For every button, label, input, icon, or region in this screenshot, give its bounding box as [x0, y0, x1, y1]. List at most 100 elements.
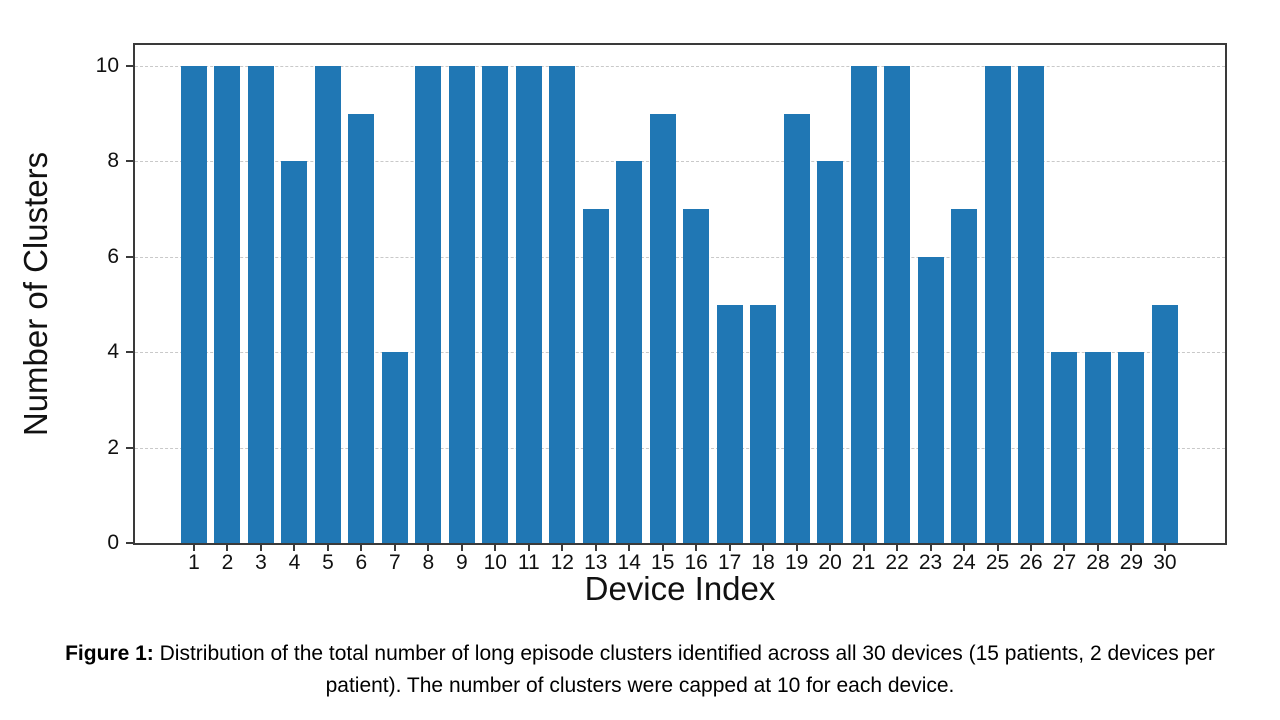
x-tick-label-16: 16: [684, 551, 708, 574]
bar-device-18: [750, 304, 777, 543]
y-tick-mark-4: [126, 351, 133, 354]
x-tick-label-10: 10: [483, 551, 507, 574]
x-tick-label-9: 9: [455, 551, 468, 574]
y-tick-label-10: 10: [95, 54, 119, 77]
x-tick-label-8: 8: [422, 551, 435, 574]
bar-device-11: [515, 66, 542, 543]
x-axis-label: Device Index: [0, 570, 1280, 608]
bar-device-12: [549, 66, 576, 543]
x-tick-mark-27: [1063, 545, 1066, 551]
bar-device-6: [348, 113, 375, 543]
bar-device-25: [984, 66, 1011, 543]
x-tick-mark-26: [1030, 545, 1032, 551]
x-tick-mark-1: [193, 545, 195, 551]
x-tick-mark-21: [862, 545, 865, 551]
y-tick-mark-0: [126, 542, 133, 544]
x-tick-label-21: 21: [851, 551, 876, 574]
x-tick-mark-12: [561, 545, 564, 551]
x-tick-label-27: 27: [1052, 551, 1077, 574]
bar-device-27: [1051, 352, 1078, 543]
caption-text: Distribution of the total number of long…: [153, 642, 1215, 697]
x-tick-label-15: 15: [651, 551, 675, 574]
bar-device-16: [683, 209, 710, 543]
x-tick-label-7: 7: [389, 551, 401, 574]
x-tick-label-28: 28: [1086, 551, 1110, 574]
x-tick-mark-28: [1096, 545, 1099, 551]
y-tick-label-8: 8: [107, 149, 119, 173]
x-tick-label-6: 6: [355, 551, 368, 574]
bar-device-29: [1118, 352, 1145, 543]
x-tick-mark-2: [226, 545, 229, 551]
x-tick-mark-18: [762, 545, 765, 551]
bar-device-3: [247, 66, 274, 543]
gridline-y6: [135, 256, 1225, 258]
bar-device-23: [917, 256, 944, 543]
y-tick-label-2: 2: [107, 435, 119, 459]
x-tick-mark-6: [360, 545, 363, 551]
x-tick-mark-22: [896, 545, 899, 551]
figure-caption: Figure 1: Distribution of the total numb…: [65, 638, 1215, 702]
bar-device-20: [817, 161, 844, 543]
gridline-y8: [135, 161, 1225, 163]
x-tick-mark-5: [326, 545, 329, 551]
x-tick-label-11: 11: [517, 551, 540, 574]
x-tick-label-3: 3: [255, 551, 267, 574]
bar-device-17: [716, 304, 743, 543]
x-tick-mark-19: [795, 545, 798, 551]
x-tick-label-14: 14: [617, 551, 641, 574]
bar-device-19: [783, 113, 810, 543]
x-tick-label-5: 5: [322, 551, 334, 574]
bar-device-14: [616, 161, 643, 543]
x-tick-label-24: 24: [952, 551, 976, 574]
y-tick-label-4: 4: [107, 340, 119, 364]
bar-device-4: [281, 161, 308, 543]
bar-device-1: [181, 66, 207, 543]
x-tick-mark-10: [494, 545, 497, 551]
x-tick-label-19: 19: [784, 551, 809, 574]
x-tick-mark-17: [728, 545, 731, 551]
x-tick-mark-24: [963, 545, 966, 551]
x-tick-label-1: 1: [188, 551, 200, 574]
bar-device-8: [415, 66, 442, 543]
x-axis-label-text: Device Index: [584, 570, 776, 607]
x-tick-mark-8: [427, 545, 430, 551]
x-tick-mark-7: [393, 545, 396, 551]
gridline-y2: [135, 447, 1225, 449]
y-axis-label: Number of Clusters: [17, 151, 54, 437]
x-tick-mark-13: [594, 545, 597, 551]
x-tick-label-18: 18: [751, 551, 775, 574]
bar-device-26: [1018, 66, 1044, 543]
x-tick-label-30: 30: [1153, 551, 1177, 574]
bar-device-2: [214, 66, 241, 543]
bar-device-22: [884, 66, 911, 543]
x-tick-label-4: 4: [288, 551, 301, 574]
x-tick-mark-30: [1163, 545, 1166, 551]
x-tick-label-23: 23: [918, 551, 943, 574]
caption-label: Figure 1:: [65, 642, 154, 665]
x-tick-label-29: 29: [1119, 551, 1144, 574]
x-tick-mark-16: [695, 545, 698, 551]
x-tick-label-22: 22: [885, 551, 909, 574]
x-tick-mark-11: [527, 545, 530, 551]
bar-device-10: [482, 66, 509, 543]
x-tick-mark-15: [661, 545, 664, 551]
bar-device-30: [1151, 304, 1178, 543]
gridline-y4: [135, 352, 1225, 354]
bar-device-9: [448, 66, 475, 543]
plot-area: 1 2 3 4 5 6 7 8 9 10 11 12 13 14 15 16 17 18 19 20 21 22 23 24 2…: [96, 43, 1227, 574]
bar-device-7: [381, 352, 408, 543]
x-tick-mark-29: [1130, 545, 1133, 551]
gridline-y10: [135, 66, 1225, 67]
bar-device-5: [314, 66, 341, 543]
x-tick-mark-4: [293, 545, 296, 551]
y-tick-mark-8: [126, 160, 133, 163]
bar-device-21: [850, 66, 877, 543]
x-tick-mark-23: [929, 545, 932, 551]
y-tick-mark-10: [126, 65, 133, 67]
x-tick-label-12: 12: [550, 551, 574, 574]
x-tick-label-13: 13: [584, 551, 608, 574]
x-tick-mark-14: [628, 545, 631, 551]
x-tick-label-2: 2: [221, 551, 234, 574]
y-tick-label-6: 6: [107, 244, 119, 268]
x-tick-label-25: 25: [985, 551, 1010, 574]
